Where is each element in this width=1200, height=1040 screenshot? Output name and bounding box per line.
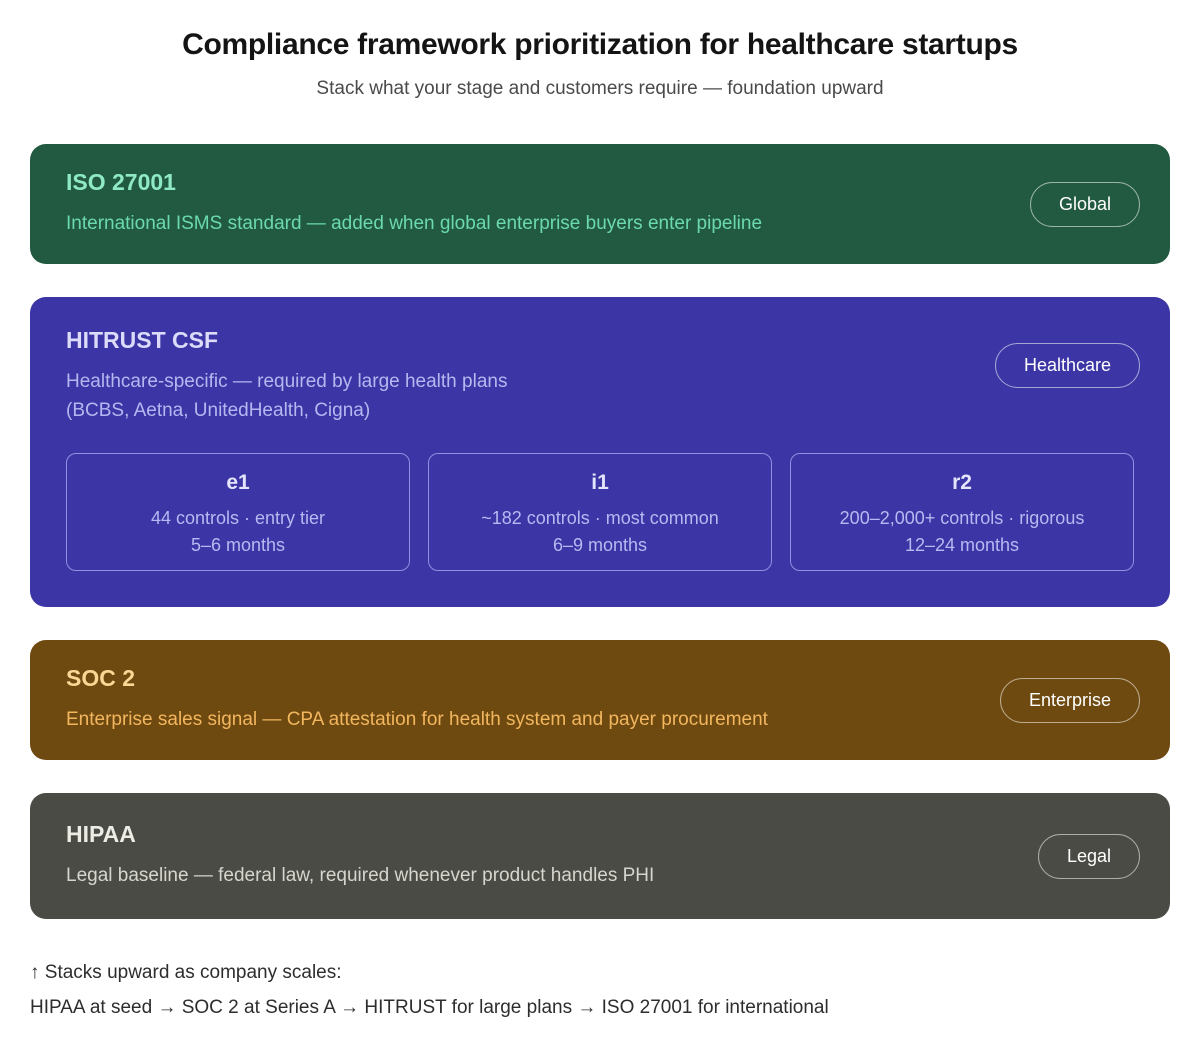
page-title: Compliance framework prioritization for …	[182, 28, 1018, 61]
tier-duration-r2: 12–24 months	[904, 534, 1020, 555]
framework-description2-hitrust: (BCBS, Aetna, UnitedHealth, Cigna)	[66, 400, 371, 422]
footer: ↑ Stacks upward as company scales: HIPAA…	[30, 963, 1170, 1017]
tier-card-r2: r2 200–2,000+ controls · rigorous 12–24 …	[790, 452, 1134, 571]
badge-enterprise: Enterprise	[999, 677, 1140, 723]
badge-global: Global	[1029, 181, 1140, 227]
tier-controls-r2: 200–2,000+ controls · rigorous	[839, 507, 1085, 528]
framework-description-soc2: Enterprise sales signal — CPA attestatio…	[66, 709, 768, 731]
framework-name-soc2: SOC 2	[66, 665, 136, 692]
tier-controls-i1: ~182 controls · most common	[481, 507, 719, 528]
framework-name-iso27001: ISO 27001	[66, 169, 176, 196]
framework-card-hipaa: HIPAA Legal baseline — federal law, requ…	[30, 793, 1170, 919]
card-main-hitrust: HITRUST CSF Healthcare-specific — requir…	[66, 327, 507, 426]
footer-scales-note: ↑ Stacks upward as company scales:	[30, 962, 342, 983]
footer-progression: HIPAA at seed → SOC 2 at Series A → HITR…	[30, 997, 829, 1018]
card-main-soc2: SOC 2 Enterprise sales signal — CPA atte…	[66, 665, 768, 734]
framework-description-hitrust: Healthcare-specific — required by large …	[66, 371, 508, 392]
page: Compliance framework prioritization for …	[30, 28, 1170, 1017]
badge-legal: Legal	[1037, 833, 1140, 879]
framework-name-hipaa: HIPAA	[66, 821, 136, 848]
tier-duration-i1: 6–9 months	[552, 534, 648, 555]
framework-stack: ISO 27001 International ISMS standard — …	[30, 144, 1170, 919]
tier-duration-e1: 5–6 months	[190, 534, 286, 555]
tier-card-e1: e1 44 controls · entry tier 5–6 months	[66, 452, 410, 571]
framework-description-hipaa: Legal baseline — federal law, required w…	[66, 865, 655, 887]
tier-name-e1: e1	[226, 470, 250, 494]
framework-card-soc2: SOC 2 Enterprise sales signal — CPA atte…	[30, 640, 1170, 760]
card-main-hipaa: HIPAA Legal baseline — federal law, requ…	[66, 821, 654, 890]
hitrust-header: HITRUST CSF Healthcare-specific — requir…	[66, 327, 1140, 426]
badge-healthcare: Healthcare	[994, 343, 1140, 388]
framework-name-hitrust: HITRUST CSF	[66, 327, 219, 353]
card-main-iso27001: ISO 27001 International ISMS standard — …	[66, 169, 762, 238]
hitrust-tier-row: e1 44 controls · entry tier 5–6 months i…	[66, 452, 1134, 571]
tier-name-r2: r2	[952, 470, 972, 494]
framework-card-hitrust: HITRUST CSF Healthcare-specific — requir…	[30, 297, 1170, 607]
tier-name-i1: i1	[591, 470, 609, 494]
framework-card-iso27001: ISO 27001 International ISMS standard — …	[30, 144, 1170, 264]
page-subtitle: Stack what your stage and customers requ…	[316, 78, 884, 99]
tier-controls-e1: 44 controls · entry tier	[150, 507, 326, 528]
framework-description-iso27001: International ISMS standard — added when…	[66, 213, 763, 235]
tier-card-i1: i1 ~182 controls · most common 6–9 month…	[428, 452, 772, 571]
